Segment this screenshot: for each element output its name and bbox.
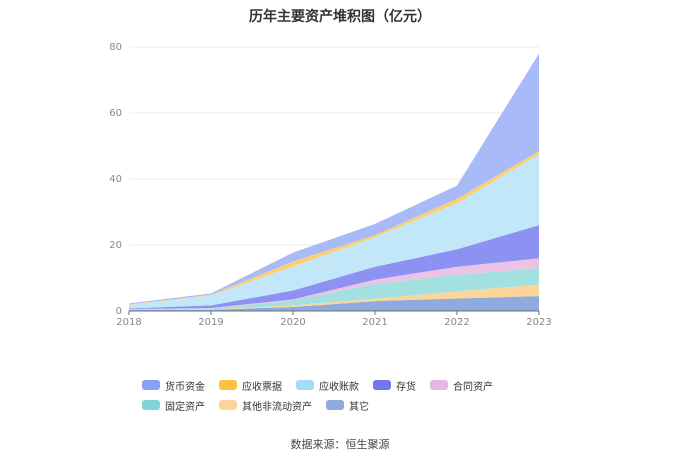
legend-swatch xyxy=(219,400,237,410)
legend-label: 货币资金 xyxy=(165,381,205,393)
legend-swatch xyxy=(373,380,391,390)
legend-swatch xyxy=(142,380,160,390)
area-其它 xyxy=(129,296,539,311)
data-source: 数据来源：恒生聚源 xyxy=(290,438,390,451)
legend-item[interactable]: 应收票据 xyxy=(219,378,282,393)
legend-item[interactable]: 货币资金 xyxy=(142,378,205,393)
legend-swatch xyxy=(142,400,160,410)
area-合同资产 xyxy=(129,258,539,309)
legend-swatch xyxy=(219,380,237,390)
x-tick-label: 2023 xyxy=(526,317,551,328)
legend-swatch xyxy=(296,380,314,390)
legend-swatch xyxy=(326,400,344,410)
legend: 货币资金 应收票据 应收账款 存货 合同资产固定资产 其他非流动资产 其它 xyxy=(142,378,572,413)
x-tick-label: 2018 xyxy=(116,317,141,328)
legend-label: 固定资产 xyxy=(165,401,205,413)
legend-item[interactable]: 应收账款 xyxy=(296,378,359,393)
y-tick-label: 40 xyxy=(109,174,122,185)
x-tick-label: 2019 xyxy=(198,317,223,328)
y-tick-label: 20 xyxy=(109,240,122,251)
x-tick-label: 2022 xyxy=(444,317,469,328)
y-tick-label: 60 xyxy=(109,108,122,119)
legend-label: 应收账款 xyxy=(319,381,359,393)
area-series xyxy=(129,53,539,311)
legend-label: 其它 xyxy=(349,401,369,413)
axes: 0 20 40 60 80 2018 2019 2020 2021 2022 2023 xyxy=(109,42,551,328)
area-应收账款 xyxy=(129,154,539,309)
x-tick-label: 2021 xyxy=(362,317,387,328)
legend-label: 合同资产 xyxy=(453,381,493,393)
y-tick-label: 80 xyxy=(109,42,122,53)
legend-label: 应收票据 xyxy=(242,381,282,393)
y-tick-label: 0 xyxy=(116,306,122,317)
legend-label: 存货 xyxy=(396,381,416,393)
area-其他非流动资产 xyxy=(129,284,539,310)
legend-swatch xyxy=(430,380,448,390)
x-tick-label: 2020 xyxy=(280,317,305,328)
legend-item[interactable]: 合同资产 xyxy=(430,378,493,393)
legend-item[interactable]: 其他非流动资产 xyxy=(219,398,312,413)
chart-title: 历年主要资产堆积图（亿元） xyxy=(249,9,431,25)
legend-item[interactable]: 其它 xyxy=(326,398,369,413)
legend-item[interactable]: 存货 xyxy=(373,378,416,393)
legend-label: 其他非流动资产 xyxy=(242,401,312,413)
area-固定资产 xyxy=(129,268,539,310)
legend-item[interactable]: 固定资产 xyxy=(142,398,205,413)
